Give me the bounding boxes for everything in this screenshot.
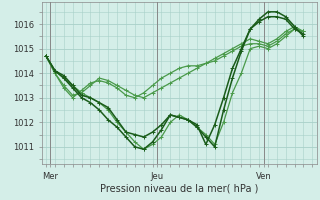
X-axis label: Pression niveau de la mer( hPa ): Pression niveau de la mer( hPa )	[100, 183, 258, 193]
